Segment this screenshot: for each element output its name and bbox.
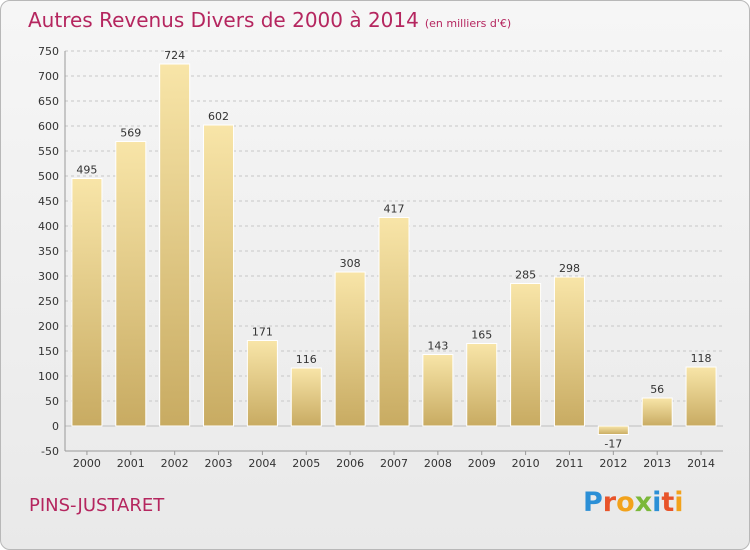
chart-title: Autres Revenus Divers de 2000 à 2014 (en … bbox=[28, 8, 511, 32]
value-label: 143 bbox=[427, 340, 448, 353]
value-label: 417 bbox=[384, 203, 405, 216]
x-tick-label: 2002 bbox=[161, 457, 189, 470]
bar-2000 bbox=[71, 178, 103, 427]
value-label: 569 bbox=[120, 127, 141, 140]
x-tick-label: 2011 bbox=[555, 457, 583, 470]
proxiti-logo[interactable]: Proxiti bbox=[583, 487, 684, 518]
value-label: 171 bbox=[252, 326, 273, 339]
x-tick-label: 2000 bbox=[73, 457, 101, 470]
y-tick-label: 400 bbox=[38, 220, 59, 233]
y-tick-label: 300 bbox=[38, 270, 59, 283]
chart-unit: (en milliers d'€) bbox=[424, 17, 512, 30]
x-tick-label: 2013 bbox=[643, 457, 671, 470]
x-tick-label: 2003 bbox=[205, 457, 233, 470]
x-tick-label: 2007 bbox=[380, 457, 408, 470]
y-tick-label: 700 bbox=[38, 70, 59, 83]
y-tick-label: 250 bbox=[38, 295, 59, 308]
value-labels: 495 569 724 602 171 116 308 417 143 165 285 298 -17 5… bbox=[76, 49, 711, 451]
value-label: 165 bbox=[471, 329, 492, 342]
y-tick-label: -50 bbox=[41, 445, 59, 458]
x-tick-label: 2001 bbox=[117, 457, 145, 470]
bar-2007 bbox=[378, 217, 410, 427]
bar-2006 bbox=[334, 271, 366, 427]
x-tick-label: 2008 bbox=[424, 457, 452, 470]
y-tick-label: 200 bbox=[38, 320, 59, 333]
y-tick-label: 600 bbox=[38, 120, 59, 133]
bar-2012 bbox=[597, 425, 629, 435]
x-tick-label: 2009 bbox=[468, 457, 496, 470]
bar-2011 bbox=[553, 276, 585, 427]
value-label: 602 bbox=[208, 110, 229, 123]
bar-2009 bbox=[466, 343, 498, 427]
bar-2002 bbox=[159, 63, 191, 427]
value-label: 116 bbox=[296, 353, 317, 366]
value-label: 308 bbox=[340, 257, 361, 270]
bar-2010 bbox=[510, 283, 542, 427]
x-tick-label: 2006 bbox=[336, 457, 364, 470]
city-name: PINS-JUSTARET bbox=[29, 495, 165, 516]
y-tick-label: 350 bbox=[38, 245, 59, 258]
chart-title-text: Autres Revenus Divers de 2000 à 2014 bbox=[28, 8, 419, 32]
y-tick-label: 100 bbox=[38, 370, 59, 383]
x-tick-label: 2010 bbox=[512, 457, 540, 470]
y-tick-label: 450 bbox=[38, 195, 59, 208]
value-label: -17 bbox=[604, 438, 622, 451]
value-label: 495 bbox=[76, 164, 97, 177]
value-label: 118 bbox=[691, 352, 712, 365]
value-label: 285 bbox=[515, 269, 536, 282]
y-tick-label: 750 bbox=[38, 45, 59, 58]
value-label: 724 bbox=[164, 49, 185, 62]
x-tick-label: 2012 bbox=[599, 457, 627, 470]
x-tick-label: 2014 bbox=[687, 457, 715, 470]
bar-2014 bbox=[685, 366, 717, 427]
x-tick-label: 2005 bbox=[292, 457, 320, 470]
value-label: 56 bbox=[650, 383, 664, 396]
y-tick-label: 50 bbox=[45, 395, 59, 408]
bar-2013 bbox=[641, 397, 673, 427]
y-tick-label: 500 bbox=[38, 170, 59, 183]
axes: -50 0 50 100 150 200 250 300 350 400 450 500 550 600 6… bbox=[38, 45, 723, 470]
bar-2005 bbox=[290, 367, 322, 427]
y-tick-label: 650 bbox=[38, 95, 59, 108]
y-tick-label: 550 bbox=[38, 145, 59, 158]
bar-2004 bbox=[246, 340, 278, 427]
x-tick-label: 2004 bbox=[248, 457, 276, 470]
value-label: 298 bbox=[559, 262, 580, 275]
bars bbox=[71, 63, 717, 435]
bar-2003 bbox=[203, 124, 235, 427]
bar-2001 bbox=[115, 141, 147, 427]
bar-2008 bbox=[422, 354, 454, 427]
y-tick-label: 150 bbox=[38, 345, 59, 358]
y-tick-label: 0 bbox=[52, 420, 59, 433]
